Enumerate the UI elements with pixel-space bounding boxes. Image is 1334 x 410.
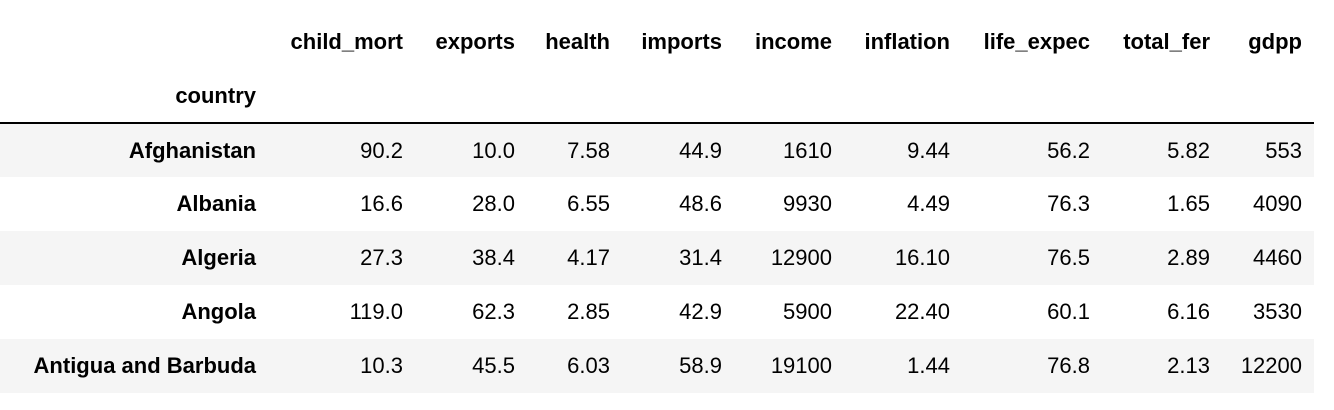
table-cell: 60.1 [1047,299,1090,324]
column-header-row: child_mort exports health imports income infl… [0,15,1314,69]
table-cell: 6.03 [567,353,610,378]
table-cell: 16.10 [894,245,950,270]
column-header: child_mort [290,29,403,54]
empty-header-cell [527,69,622,124]
table-row: Antigua and Barbuda 10.3 45.5 6.03 58.9 19100… [0,339,1314,393]
row-label: Afghanistan [128,137,256,163]
table-cell: 7.58 [567,137,610,163]
row-label: Algeria [181,245,256,270]
table-cell: 90.2 [360,137,403,163]
table-cell: 38.4 [472,245,515,270]
column-header: life_expec [983,29,1090,54]
table-row: Albania 16.6 28.0 6.55 48.6 9930 4.49 76.3 1.65 4… [0,177,1314,231]
table-cell: 553 [1265,137,1302,163]
table-cell: 1.65 [1167,191,1210,216]
table-cell: 6.16 [1167,299,1210,324]
row-label: Albania [176,191,256,216]
table-row: Afghanistan 90.2 10.0 7.58 44.9 1610 9.44 56.2 5… [0,123,1314,177]
table-row: Angola 119.0 62.3 2.85 42.9 5900 22.40 60.1 6.16… [0,285,1314,339]
empty-header-cell [1102,69,1222,124]
empty-header-cell [1222,69,1314,124]
table-cell: 27.3 [360,245,403,270]
table-cell: 2.13 [1167,353,1210,378]
table-cell: 28.0 [472,191,515,216]
table-cell: 5900 [783,299,832,324]
table-row: Algeria 27.3 38.4 4.17 31.4 12900 16.10 76.5 2.8… [0,231,1314,285]
table-cell: 16.6 [360,191,403,216]
table-cell: 76.3 [1047,191,1090,216]
column-header: imports [641,29,722,54]
table-cell: 1610 [783,137,832,163]
table-cell: 76.8 [1047,353,1090,378]
table-cell: 58.9 [679,353,722,378]
column-header: inflation [864,29,950,54]
column-header: exports [435,29,515,54]
table-cell: 2.89 [1167,245,1210,270]
table-cell: 19100 [770,353,832,378]
row-label: Angola [181,299,256,324]
table-cell: 12900 [770,245,832,270]
table-cell: 76.5 [1047,245,1090,270]
index-name-row: country [0,69,1314,124]
table-cell: 31.4 [679,245,722,270]
table-cell: 5.82 [1167,137,1210,163]
table-cell: 10.3 [360,353,403,378]
table-cell: 1.44 [907,353,950,378]
table-cell: 45.5 [472,353,515,378]
empty-header-cell [844,69,962,124]
table-header: child_mort exports health imports income infl… [0,15,1314,124]
table-cell: 10.0 [472,137,515,163]
table-cell: 4460 [1253,245,1302,270]
table-cell: 62.3 [472,299,515,324]
row-label: Antigua and Barbuda [33,353,256,378]
table-cell: 6.55 [567,191,610,216]
table-cell: 22.40 [894,299,950,324]
table-cell: 9930 [783,191,832,216]
column-header: gdpp [1248,29,1302,54]
table-cell: 119.0 [349,299,403,324]
table-cell: 4.17 [567,245,610,270]
table-cell: 48.6 [679,191,722,216]
empty-header-cell [962,69,1102,124]
index-name: country [0,69,268,124]
corner-cell [0,15,268,69]
table-cell: 42.9 [679,299,722,324]
table-cell: 4.49 [907,191,950,216]
data-table: child_mort exports health imports income infl… [0,15,1314,393]
table-cell: 3530 [1253,299,1302,324]
table-cell: 4090 [1253,191,1302,216]
table-cell: 56.2 [1047,137,1090,163]
table-cell: 2.85 [567,299,610,324]
column-header: health [545,29,610,54]
table-cell: 44.9 [679,137,722,163]
empty-header-cell [415,69,527,124]
table-body: Afghanistan 90.2 10.0 7.58 44.9 1610 9.44 56.2 5… [0,123,1314,393]
column-header: total_fer [1123,29,1210,54]
empty-header-cell [622,69,734,124]
table-cell: 9.44 [907,137,950,163]
column-header: income [754,29,832,54]
table-cell: 12200 [1240,353,1302,378]
empty-header-cell [734,69,844,124]
empty-header-cell [268,69,415,124]
